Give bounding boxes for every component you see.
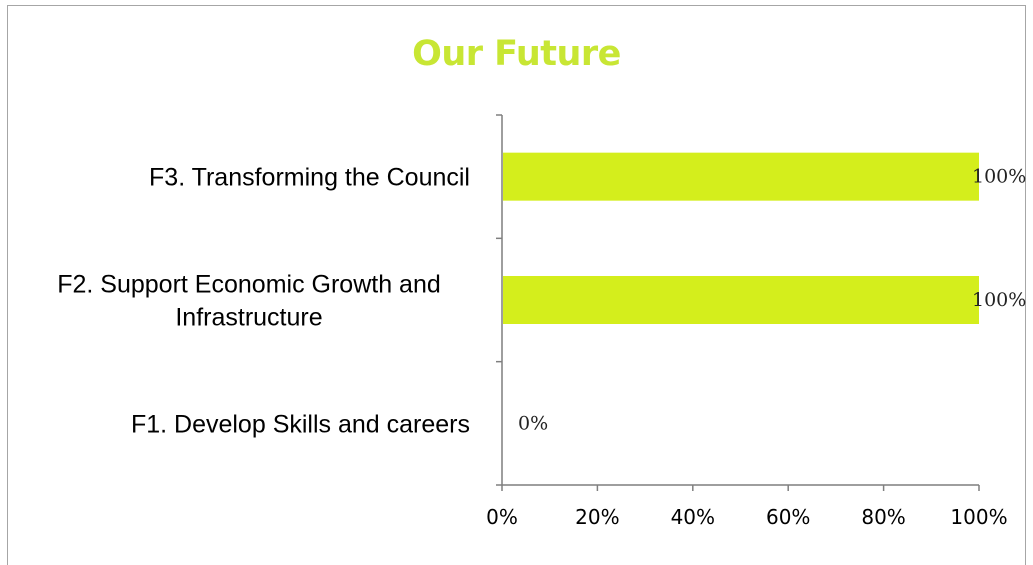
bar (503, 152, 979, 201)
bar (503, 276, 979, 324)
category-label: F1. Develop Skills and careers (131, 410, 470, 438)
category-label: F3. Transforming the Council (149, 164, 470, 192)
category-label-line: F2. Support Economic Growth and (57, 271, 441, 299)
x-tick-label: 60% (766, 505, 810, 529)
x-tick-label: 40% (671, 505, 715, 529)
category-label: F2. Support Economic Growth and Infrastru… (57, 271, 441, 332)
bar-chart: 0% 20% 40% 60% 80% 100% 0% F1. Develop Skills a… (57, 114, 1026, 529)
data-label: 100% (972, 166, 1026, 188)
category-label-line: F3. Transforming the Council (149, 164, 470, 192)
data-label: 0% (518, 412, 548, 434)
x-tick-label: 100% (950, 505, 1007, 529)
category-label-line: F1. Develop Skills and careers (131, 410, 470, 438)
x-tick-label: 20% (575, 505, 619, 529)
category-label-line: Infrastructure (175, 304, 322, 332)
data-label: 100% (972, 289, 1026, 311)
x-tick-label: 0% (486, 505, 518, 529)
x-tick-label: 80% (861, 505, 905, 529)
chart-title: Our Future (412, 34, 621, 74)
